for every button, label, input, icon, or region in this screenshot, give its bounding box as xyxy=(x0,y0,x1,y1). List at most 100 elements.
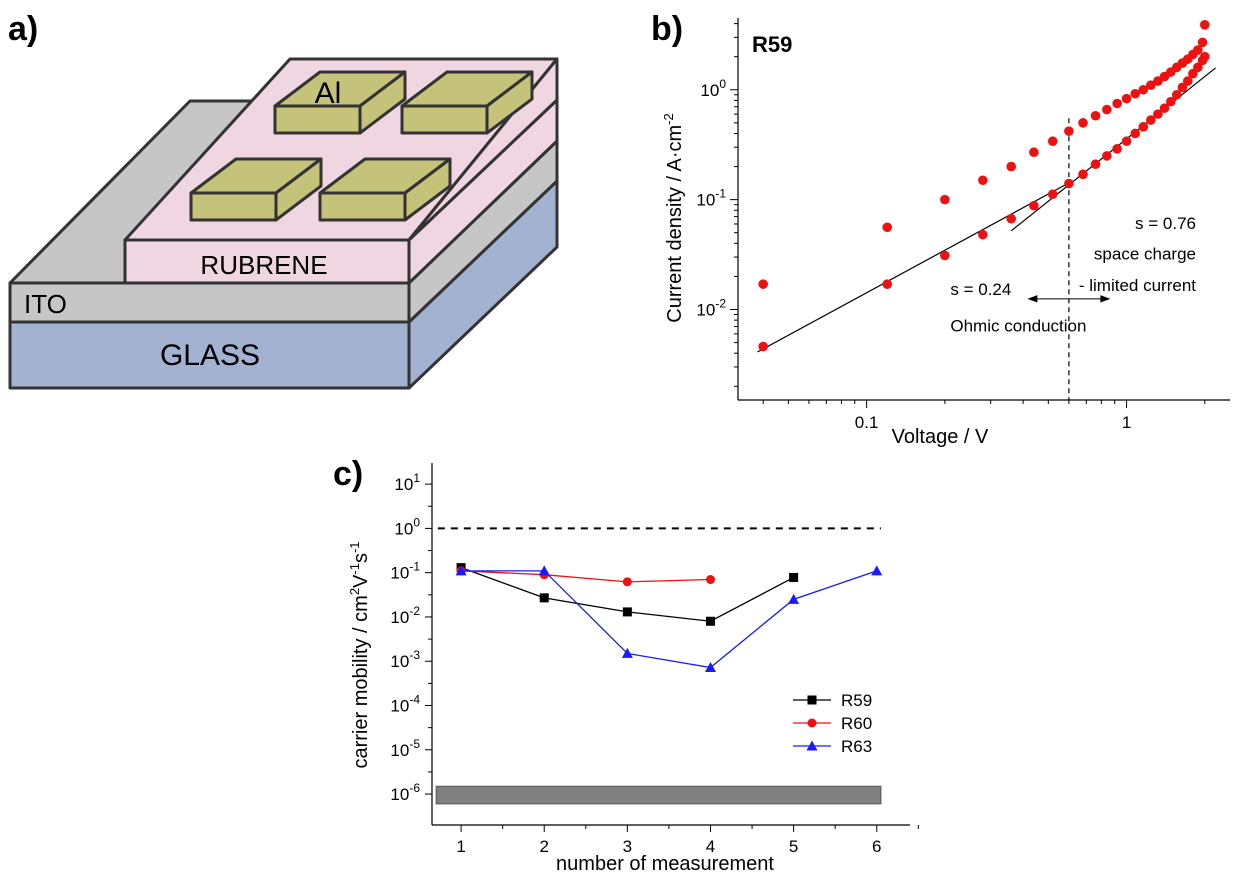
legend-label-R60: R60 xyxy=(841,714,872,733)
data-point xyxy=(882,279,893,289)
glass-label: GLASS xyxy=(160,339,260,372)
plot-b-title: R59 xyxy=(752,32,792,57)
data-point xyxy=(1146,115,1156,125)
data-point xyxy=(622,607,632,617)
panel-label-c: c) xyxy=(333,455,364,493)
data-point xyxy=(1090,110,1101,121)
data-point xyxy=(705,616,715,626)
data-point xyxy=(882,222,893,233)
data-point xyxy=(1121,93,1132,104)
electrode-pad-2 xyxy=(400,70,534,135)
data-point xyxy=(1200,20,1210,30)
data-point xyxy=(1064,126,1074,136)
data-point xyxy=(1112,98,1122,109)
plot-b-ylabel-main: Current density / A·cm xyxy=(664,125,686,323)
data-point xyxy=(1166,96,1176,107)
plot-c-ytick-label: 10-2 xyxy=(390,604,420,627)
data-point xyxy=(538,565,550,576)
data-point xyxy=(788,593,800,604)
data-point xyxy=(1064,178,1074,189)
data-point xyxy=(1159,103,1170,113)
plot-c-ytick-label: 10-6 xyxy=(390,781,420,804)
data-point xyxy=(705,575,715,585)
plot-b-ytick-label: 10-2 xyxy=(696,296,726,319)
series-line-R60 xyxy=(461,570,711,583)
device-schematic: GLASS ITO RUBRENE Al xyxy=(8,57,559,390)
data-point xyxy=(1193,62,1203,73)
data-point xyxy=(1177,82,1188,93)
data-point xyxy=(1006,161,1017,172)
data-point xyxy=(1029,200,1039,211)
plot-b-annotation: s = 0.24 xyxy=(950,280,1011,299)
panel-label-a: a) xyxy=(8,10,39,48)
data-point xyxy=(1006,213,1017,224)
plot-c-xtick-label: 4 xyxy=(706,837,715,856)
data-point xyxy=(1121,136,1132,147)
data-point xyxy=(1130,88,1141,99)
data-point xyxy=(1047,136,1058,147)
plot-b-ylabel-exp: -2 xyxy=(661,113,676,125)
plot-b-ylabel: Current density / A·cm-2 xyxy=(661,113,686,322)
data-point xyxy=(789,572,799,582)
plot-c-xlabel: number of measurement xyxy=(556,853,774,875)
data-point xyxy=(1078,169,1088,180)
plot-c-xtick-label: 1 xyxy=(456,837,465,856)
jv-plot: 0.1 1 10-2 10-1 100 s = 0.24 Ohmic conduction s… xyxy=(661,18,1230,448)
plot-c-ylabel-3: -1 xyxy=(347,563,362,575)
data-point xyxy=(1078,118,1088,128)
data-point xyxy=(539,593,549,603)
plot-c-ylabel-0: carrier mobility / cm xyxy=(350,595,372,768)
ito-label: ITO xyxy=(24,289,67,319)
fit-line xyxy=(757,182,1070,353)
data-point xyxy=(807,718,817,728)
plot-c-xtick-label: 5 xyxy=(789,837,798,856)
legend-label-R59: R59 xyxy=(841,691,872,710)
plot-c-ytick-label: 10-4 xyxy=(390,693,420,716)
data-point xyxy=(1182,76,1193,86)
data-point xyxy=(940,194,950,205)
plot-b-annotation: space charge xyxy=(1094,245,1196,264)
electrode-label: Al xyxy=(315,77,342,110)
panel-label-b: b) xyxy=(651,10,684,48)
data-point xyxy=(758,341,768,352)
rubrene-front-face xyxy=(123,238,411,285)
plot-b-xtick-label: 1 xyxy=(1122,413,1131,432)
plot-b-annotation: s = 0.76 xyxy=(1135,214,1196,233)
data-point xyxy=(621,647,633,658)
data-point xyxy=(1102,104,1112,115)
plot-c-xtick-label: 6 xyxy=(872,837,881,856)
plot-b-annotation: Ohmic conduction xyxy=(950,317,1086,336)
data-point xyxy=(1171,89,1182,100)
series-line-R63 xyxy=(461,570,877,669)
electrode-pad-1 xyxy=(273,70,407,135)
plot-b-annotation: - limited current xyxy=(1079,276,1196,295)
electrode-pad-4 xyxy=(318,157,452,222)
plot-c-ytick-label: 10-1 xyxy=(390,560,420,583)
plot-b-xlabel: Voltage / V xyxy=(892,426,989,448)
plot-c-ylabel: carrier mobility / cm2V-1s-1 xyxy=(347,541,372,768)
data-point xyxy=(1146,80,1156,91)
data-point xyxy=(758,279,768,289)
plot-c-ytick-label: 100 xyxy=(394,515,420,538)
plot-b-xtick-label: 0.1 xyxy=(855,413,879,432)
data-point xyxy=(1138,84,1149,95)
plot-c-ylabel-2: V xyxy=(350,574,372,588)
data-point xyxy=(1047,189,1058,200)
data-point xyxy=(807,695,817,705)
data-point xyxy=(1153,109,1163,119)
legend: R59 R60 R63 xyxy=(793,691,872,756)
data-point xyxy=(1197,37,1208,48)
plot-c-ytick-label: 101 xyxy=(394,471,420,494)
plot-c-ylabel-4: s xyxy=(350,553,372,563)
data-point xyxy=(1029,147,1039,158)
data-point xyxy=(1200,51,1210,62)
plot-b-ytick-label: 100 xyxy=(700,77,726,100)
data-point xyxy=(622,577,632,587)
regime-arrow xyxy=(1027,295,1111,303)
data-point xyxy=(978,229,988,240)
data-point xyxy=(871,565,883,576)
mobility-plot: 1 2 3 4 5 610-610-510-410-310-210-1100101R59R… xyxy=(347,463,919,875)
data-point xyxy=(940,250,950,261)
data-point xyxy=(1138,122,1149,132)
plot-c-xtick-label: 2 xyxy=(539,837,548,856)
